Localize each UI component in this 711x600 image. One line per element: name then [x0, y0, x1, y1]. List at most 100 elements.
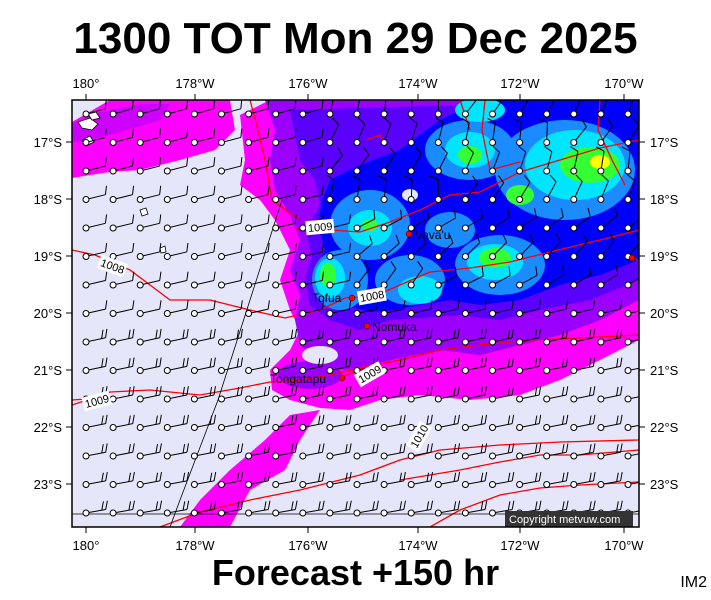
wind-barb-feather: [186, 300, 189, 310]
wind-barb-station: [109, 224, 117, 232]
lon-label-bottom: 176°W: [288, 538, 328, 553]
wind-barb-station: [190, 196, 198, 203]
wind-barb-station: [570, 395, 578, 403]
wind-barb-feather: [321, 157, 324, 167]
wind-barb-feather: [641, 207, 644, 216]
wind-barb-feather: [236, 358, 240, 368]
wind-barb-feather: [240, 157, 243, 167]
wind-barb-feather: [318, 444, 321, 454]
wind-barb-station: [109, 481, 117, 488]
wind-barb-feather: [294, 242, 297, 252]
wind-barb-station: [218, 367, 225, 374]
wind-barb-feather: [290, 472, 294, 482]
wind-barb-feather: [480, 329, 483, 339]
wind-barb-station: [190, 139, 198, 146]
wind-barb-station: [190, 424, 198, 431]
wind-barb-feather: [457, 471, 461, 481]
wind-barb-station: [163, 253, 171, 260]
wind-barb-station: [299, 509, 307, 517]
wind-barb-feather: [466, 146, 474, 154]
wind-barb-station: [190, 281, 198, 289]
wind-barb-feather: [484, 328, 487, 338]
wind-barb-station: [163, 139, 171, 146]
wind-barb-station: [218, 167, 225, 175]
wind-barb-station: [326, 167, 334, 175]
wind-barb-feather: [633, 118, 639, 127]
wind-barb-feather: [101, 444, 104, 454]
wind-barb-station: [516, 196, 524, 203]
wind-barb-station: [543, 395, 551, 403]
wind-barb-feather: [128, 358, 131, 368]
wind-barb-station: [407, 509, 415, 517]
axis-ticks: [66, 94, 645, 533]
wind-barb-station: [489, 509, 496, 517]
wind-barb-feather: [481, 266, 484, 276]
wind-barb-feather: [538, 357, 542, 367]
wind-barb-feather: [399, 444, 402, 454]
wind-barb-station: [353, 281, 361, 289]
wind-barb-station: [163, 196, 171, 203]
wind-barb-station: [461, 367, 469, 374]
wind-barb-feather: [377, 175, 387, 181]
wind-barb-feather: [430, 328, 433, 338]
wind-barb-station: [543, 367, 551, 374]
wind-barb-feather: [318, 472, 321, 482]
wind-barb-feather: [348, 300, 352, 310]
wind-barb-feather: [648, 501, 650, 510]
wind-barb-feather: [267, 386, 271, 396]
map-title: 1300 TOT Mon 29 Dec 2025: [73, 14, 638, 63]
wind-barb-station: [299, 452, 307, 460]
wind-barb-feather: [105, 443, 108, 453]
wind-barb-station: [516, 224, 524, 232]
wind-barb-feather: [538, 300, 541, 310]
wind-barb-feather: [648, 358, 649, 367]
wind-barb-feather: [321, 300, 325, 310]
wind-barb-station: [82, 281, 90, 289]
wind-barb-station: [461, 424, 469, 431]
wind-barb-station: [516, 338, 524, 346]
wind-barb-station: [353, 509, 361, 517]
wind-barb-station: [353, 224, 361, 232]
wind-barb-station: [326, 196, 334, 203]
lat-label-left: 18°S: [34, 192, 63, 207]
wind-barb-station: [516, 167, 524, 175]
wind-barb-feather: [332, 117, 340, 125]
wind-barb-station: [461, 196, 469, 203]
wind-barb-feather: [379, 90, 387, 94]
wind-barb-station: [82, 452, 90, 460]
wind-barb-feather: [294, 128, 297, 138]
wind-barb-station: [353, 481, 361, 488]
lon-label-bottom: 170°W: [604, 538, 644, 553]
wind-barb-station: [272, 424, 280, 431]
wind-barb-feather: [498, 175, 505, 184]
lat-label-left: 23°S: [34, 477, 63, 492]
wind-barb-feather: [105, 471, 108, 481]
lon-label-top: 176°W: [288, 76, 328, 91]
wind-barb-feather: [240, 471, 244, 481]
wind-barb-feather: [430, 414, 433, 424]
wind-barb-feather: [345, 358, 348, 368]
wind-barb-feather: [480, 444, 484, 454]
wind-barb-station: [624, 110, 632, 118]
wind-barb-station: [299, 481, 307, 488]
wind-barb-feather: [209, 501, 213, 511]
wind-barb-feather: [533, 208, 537, 218]
wind-barb-station: [489, 338, 496, 346]
wind-barb-station: [516, 424, 524, 431]
wind-barb-feather: [619, 357, 623, 367]
wind-barb-station: [272, 139, 280, 146]
wind-barb-feather: [565, 500, 569, 510]
wind-barb-feather: [132, 471, 135, 481]
wind-barb-feather: [213, 100, 216, 109]
lat-label-left: 19°S: [34, 249, 63, 264]
lat-label-left: 22°S: [34, 420, 63, 435]
wind-barb-feather: [588, 265, 592, 275]
wind-barb-station: [489, 395, 496, 403]
wind-barb-station: [516, 310, 524, 317]
wind-barb-station: [218, 481, 225, 488]
wind-barb-feather: [213, 300, 216, 310]
wind-barb-feather: [318, 415, 321, 425]
wind-barb-station: [434, 367, 442, 374]
wind-barb-feather: [454, 267, 457, 277]
wind-barb-station: [407, 281, 415, 289]
